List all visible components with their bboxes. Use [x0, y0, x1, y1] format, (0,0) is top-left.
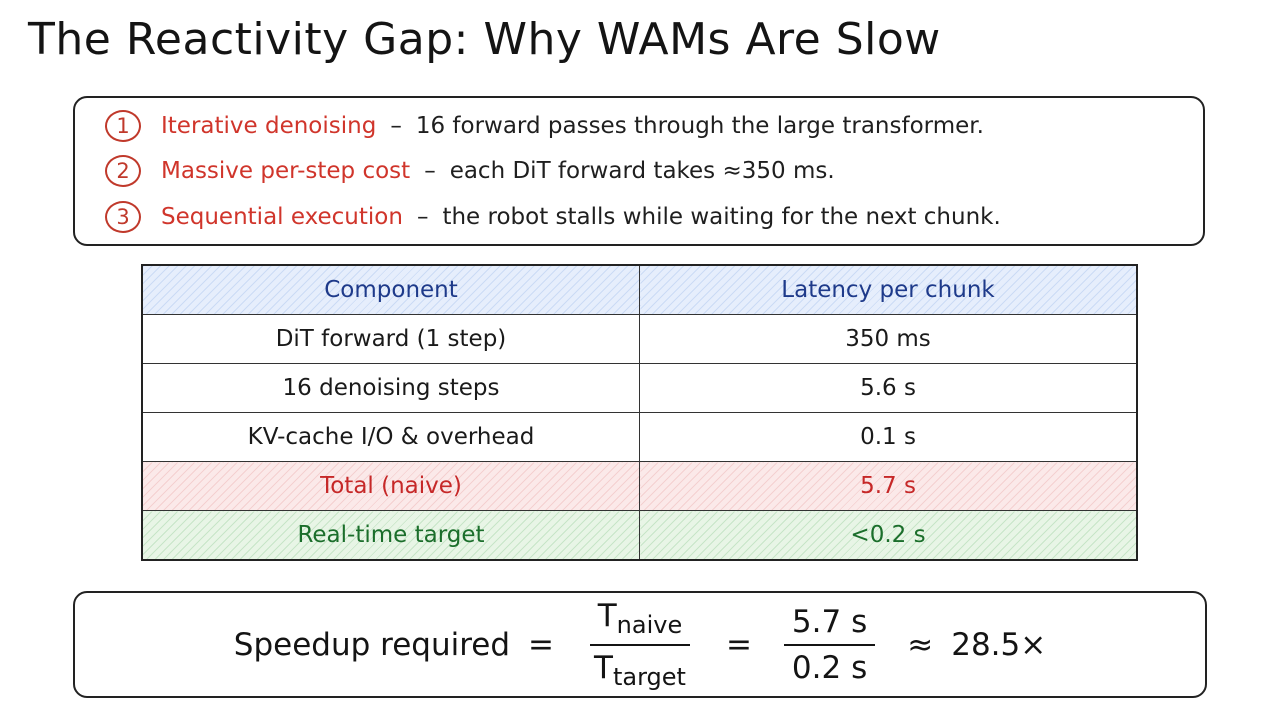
step-number-badge: 1: [105, 110, 141, 142]
latency-table: Component Latency per chunk DiT forward …: [141, 264, 1138, 561]
latency-cell: 350 ms: [639, 314, 1138, 364]
point-item: 3 Sequential execution – the robot stall…: [105, 198, 1001, 236]
point-item: 2 Massive per-step cost – each DiT forwa…: [105, 152, 835, 190]
column-header-component: Component: [141, 264, 640, 315]
point-title: Iterative denoising: [161, 113, 377, 139]
point-description: 16 forward passes through the large tran…: [415, 113, 984, 139]
equals-sign: =: [725, 626, 752, 663]
column-header-latency: Latency per chunk: [639, 264, 1138, 315]
key-points-box: 1 Iterative denoising – 16 forward passe…: [73, 96, 1205, 246]
latency-cell: 5.6 s: [639, 363, 1138, 413]
time-ratio-fraction: Tnaive Ttarget: [586, 598, 694, 691]
target-row: Real-time target <0.2 s: [141, 510, 1138, 561]
equals-sign: =: [528, 626, 555, 663]
speedup-result: 28.5×: [951, 626, 1047, 663]
point-description: the robot stalls while waiting for the n…: [442, 204, 1001, 230]
point-item: 1 Iterative denoising – 16 forward passe…: [105, 107, 984, 145]
approx-sign: ≈: [907, 626, 934, 663]
formula-label: Speedup required: [233, 626, 511, 663]
total-row: Total (naive) 5.7 s: [141, 461, 1138, 511]
table-row: DiT forward (1 step) 350 ms: [141, 314, 1138, 364]
speedup-formula-box: Speedup required = Tnaive Ttarget = 5.7 …: [73, 591, 1207, 698]
latency-cell: 5.7 s: [639, 461, 1138, 511]
page-title: The Reactivity Gap: Why WAMs Are Slow: [28, 14, 941, 65]
component-cell: KV-cache I/O & overhead: [141, 412, 640, 462]
point-separator: –: [390, 113, 402, 139]
component-cell: 16 denoising steps: [141, 363, 640, 413]
t-naive-base: T: [597, 598, 617, 635]
fraction-denominator: Ttarget: [586, 646, 694, 691]
component-cell: Real-time target: [141, 510, 640, 561]
step-number-badge: 2: [105, 155, 141, 187]
component-cell: DiT forward (1 step): [141, 314, 640, 364]
point-title: Massive per-step cost: [161, 158, 411, 184]
t-naive-subscript: naive: [616, 611, 683, 640]
point-title: Sequential execution: [161, 204, 403, 230]
fraction-denominator: 0.2 s: [791, 649, 868, 686]
step-number-badge: 3: [105, 201, 141, 233]
fraction-numerator: 5.7 s: [783, 604, 876, 646]
table-row: 16 denoising steps 5.6 s: [141, 363, 1138, 413]
point-separator: –: [424, 158, 436, 184]
value-ratio-fraction: 5.7 s 0.2 s: [783, 604, 876, 686]
latency-cell: 0.1 s: [639, 412, 1138, 462]
table-header-row: Component Latency per chunk: [141, 264, 1138, 315]
table-row: KV-cache I/O & overhead 0.1 s: [141, 412, 1138, 462]
component-cell: Total (naive): [141, 461, 640, 511]
t-target-subscript: target: [612, 662, 686, 691]
point-description: each DiT forward takes ≈350 ms.: [449, 158, 835, 184]
latency-cell: <0.2 s: [639, 510, 1138, 561]
t-target-base: T: [594, 649, 613, 686]
fraction-numerator: Tnaive: [589, 598, 691, 646]
point-separator: –: [416, 204, 429, 230]
